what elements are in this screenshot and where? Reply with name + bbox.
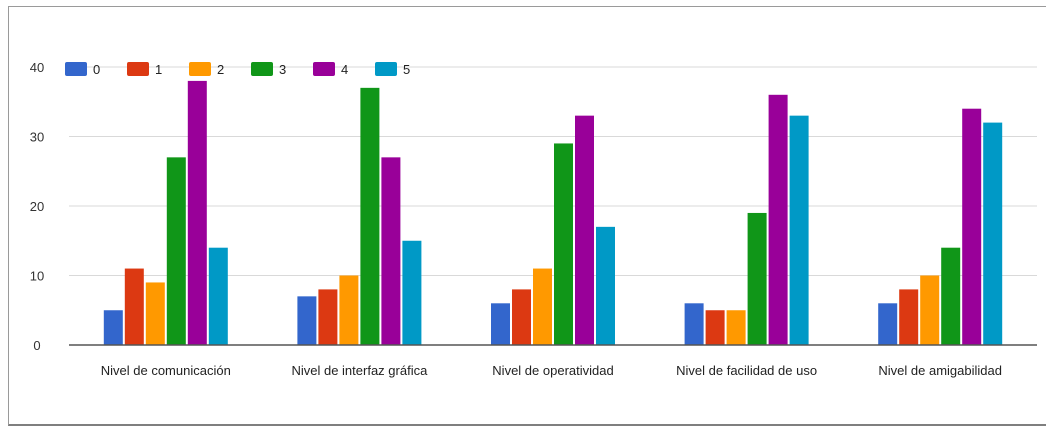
bar-1-cat-4 — [899, 289, 919, 345]
bar-3-cat-1 — [360, 87, 380, 345]
bar-1-cat-0 — [124, 268, 144, 345]
category-label: Nivel de facilidad de uso — [676, 363, 817, 378]
bar-1-cat-2 — [512, 289, 531, 345]
bar-2-cat-0 — [145, 282, 165, 345]
y-tick-label: 10 — [30, 269, 44, 284]
bar-2-cat-1 — [339, 275, 359, 345]
chart-frame: 0 10 20 30 40 Nivel de comunicación Nivel de … — [8, 6, 1046, 426]
y-tick-label: 0 — [33, 338, 40, 353]
bar-5-cat-0 — [208, 247, 228, 345]
bar-0-cat-1 — [297, 296, 317, 345]
legend-swatch-4 — [313, 62, 335, 76]
bar-5-cat-1 — [402, 240, 422, 345]
bar-4-cat-3 — [768, 94, 788, 345]
bar-4-cat-2 — [575, 115, 594, 346]
y-tick-label: 20 — [30, 199, 44, 214]
legend-swatch-2 — [189, 62, 211, 76]
legend-label: 3 — [279, 62, 286, 77]
bar-4-cat-0 — [187, 80, 207, 346]
bar-3-cat-2 — [554, 143, 573, 345]
legend-label: 1 — [155, 62, 162, 77]
bar-1-cat-3 — [705, 310, 725, 345]
bar-3-cat-4 — [941, 247, 961, 345]
bar-4-cat-1 — [381, 157, 401, 345]
legend-label: 2 — [217, 62, 224, 77]
legend-swatch-1 — [127, 62, 149, 76]
y-axis-ticks: 0 10 20 30 40 — [30, 60, 44, 353]
grid-lines — [69, 66, 1037, 276]
bar-0-cat-0 — [103, 310, 123, 345]
category-label: Nivel de operatividad — [492, 363, 613, 378]
legend-swatch-5 — [375, 62, 397, 76]
y-tick-label: 30 — [30, 130, 44, 145]
category-label: Nivel de comunicación — [101, 363, 231, 378]
bar-5-cat-3 — [789, 115, 809, 346]
bars — [103, 80, 1003, 346]
bar-2-cat-2 — [533, 268, 552, 345]
bar-1-cat-1 — [318, 289, 338, 345]
bar-0-cat-2 — [491, 303, 510, 345]
category-label: Nivel de interfaz gráfica — [291, 363, 428, 378]
bar-5-cat-2 — [596, 226, 615, 345]
bar-0-cat-4 — [878, 303, 898, 345]
bar-3-cat-3 — [747, 212, 767, 345]
bar-4-cat-4 — [962, 108, 982, 345]
legend: 0 1 2 3 4 5 — [65, 62, 410, 77]
legend-swatch-0 — [65, 62, 87, 76]
bar-2-cat-3 — [726, 310, 746, 345]
legend-label: 4 — [341, 62, 348, 77]
bar-5-cat-4 — [983, 122, 1003, 345]
category-label: Nivel de amigabilidad — [878, 363, 1002, 378]
bar-0-cat-3 — [684, 303, 704, 345]
legend-label: 5 — [403, 62, 410, 77]
legend-label: 0 — [93, 62, 100, 77]
bar-2-cat-4 — [920, 275, 940, 345]
legend-swatch-3 — [251, 62, 273, 76]
category-labels: Nivel de comunicación Nivel de interfaz g… — [101, 363, 1002, 378]
y-tick-label: 40 — [30, 60, 44, 75]
bar-3-cat-0 — [166, 157, 186, 345]
